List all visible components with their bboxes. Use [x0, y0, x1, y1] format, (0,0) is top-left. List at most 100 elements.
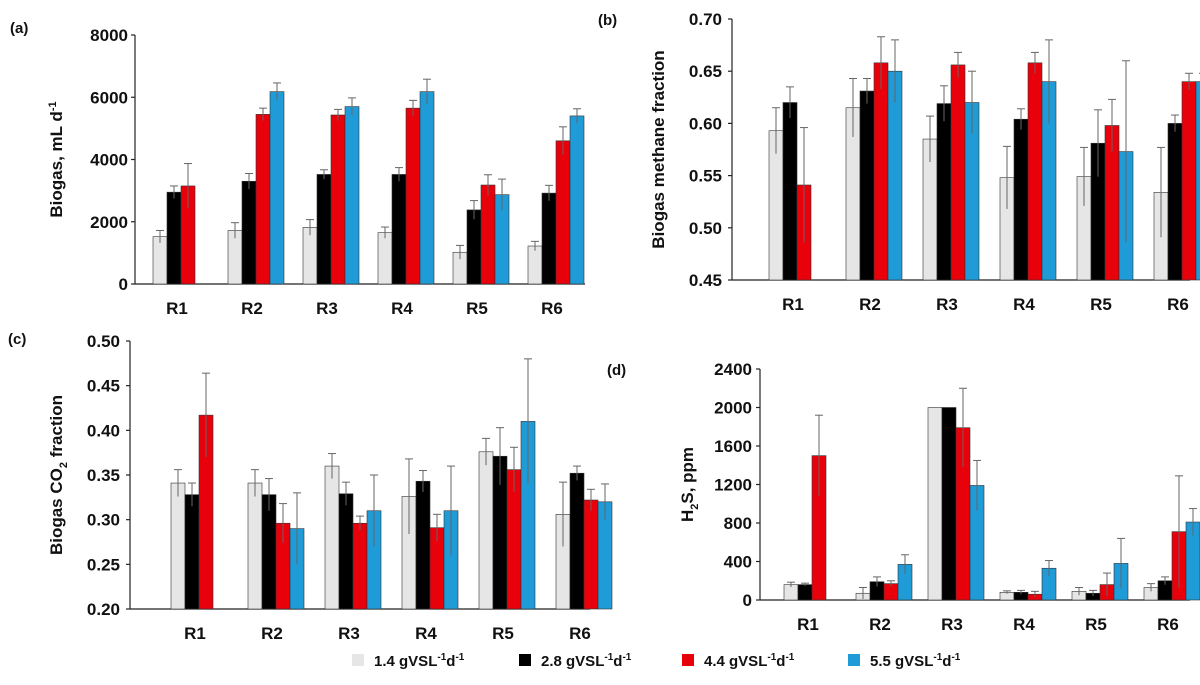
- y-tick-label: 2000: [90, 213, 128, 232]
- y-tick-label: 0.25: [87, 555, 120, 574]
- bar-R3-s0: [302, 227, 318, 285]
- y-tick-label: 0.20: [87, 600, 120, 619]
- bar-R2-s1: [859, 90, 875, 281]
- bar-R2-s0: [247, 482, 263, 610]
- x-tick-label-R4: R4: [1013, 295, 1035, 314]
- legend: 1.4 gVSL-1d-1 2.8 gVSL-1d-1 4.4 gVSL-1d-1 5…: [352, 652, 961, 670]
- x-tick-label-R3: R3: [941, 615, 963, 634]
- legend-item-0: 1.4 gVSL-1d-1: [352, 652, 465, 670]
- y-tick-label: 0.55: [689, 167, 722, 186]
- bar-R3-s0: [324, 465, 340, 610]
- panel-label: (b): [598, 12, 617, 29]
- x-tick-label-R3: R3: [936, 295, 958, 314]
- bar-R6-s3: [1195, 81, 1200, 281]
- bar-R4-s0: [377, 232, 393, 285]
- legend-item-3: 5.5 gVSL-1d-1: [848, 652, 961, 670]
- x-tick-label-R5: R5: [492, 624, 514, 643]
- chart-panel-2: (c) 0.20 0.25 0.30 0.35 0.40 0.45 0.50 Biogas CO…: [8, 331, 613, 643]
- bar-R1-s1: [797, 584, 813, 601]
- x-tick-label-R3: R3: [338, 624, 360, 643]
- x-tick-label-R4: R4: [1013, 615, 1035, 634]
- x-tick-label-R6: R6: [1167, 295, 1189, 314]
- x-tick-label-R5: R5: [1085, 615, 1107, 634]
- bar-R6-s2: [583, 499, 599, 610]
- chart-panel-1: (b) 0.45 0.50 0.55 0.60 0.65 0.70 Biogas methan…: [598, 10, 1200, 314]
- y-axis-title: Biogas methane fraction: [649, 50, 668, 248]
- legend-label: 5.5 gVSL-1d-1: [870, 652, 961, 670]
- bar-R4-s2: [405, 107, 421, 285]
- y-tick-label: 4000: [90, 151, 128, 170]
- bar-R6-s2: [1181, 81, 1197, 281]
- bar-R3-s1: [936, 103, 952, 281]
- bar-R1-s1: [782, 102, 798, 281]
- bar-R5-s1: [466, 209, 482, 285]
- bar-R2-s1: [241, 180, 257, 285]
- x-tick-label-R5: R5: [1090, 295, 1112, 314]
- y-tick-label: 0.60: [689, 114, 722, 133]
- bar-R1-s1: [166, 191, 182, 285]
- bar-R6-s1: [541, 192, 557, 285]
- y-tick-label: 0.30: [87, 511, 120, 530]
- bar-R3-s0: [927, 407, 943, 601]
- x-tick-label-R4: R4: [391, 299, 413, 318]
- y-tick-label: 1600: [714, 437, 752, 456]
- y-tick-label: 0.40: [87, 421, 120, 440]
- legend-swatch: [352, 654, 364, 666]
- bar-R5-s0: [478, 451, 494, 610]
- y-tick-label: 0.35: [87, 466, 120, 485]
- x-tick-label-R2: R2: [261, 624, 283, 643]
- x-tick-label-R6: R6: [1157, 615, 1179, 634]
- y-axis-title: Biogas, mL d-1: [47, 101, 66, 217]
- legend-item-1: 2.8 gVSL-1d-1: [519, 652, 632, 670]
- bar-R3-s3: [344, 106, 360, 285]
- bar-R2-s1: [261, 494, 277, 610]
- bar-R4-s2: [1027, 62, 1043, 281]
- x-tick-label-R1: R1: [797, 615, 819, 634]
- x-tick-label-R2: R2: [241, 299, 263, 318]
- y-tick-label: 0.70: [689, 10, 722, 29]
- bar-R1-s1: [184, 494, 200, 610]
- y-tick-label: 0: [743, 591, 752, 610]
- y-tick-label: 0.45: [87, 377, 120, 396]
- bar-R6-s1: [569, 472, 585, 610]
- y-tick-label: 0.50: [87, 332, 120, 351]
- legend-swatch: [519, 654, 531, 666]
- y-tick-label: 6000: [90, 88, 128, 107]
- x-tick-label-R6: R6: [569, 624, 591, 643]
- x-tick-label-R1: R1: [782, 295, 804, 314]
- bar-R3-s1: [941, 407, 957, 601]
- y-tick-label: 1200: [714, 476, 752, 495]
- bar-R1-s0: [152, 236, 168, 285]
- bar-R4-s1: [1013, 118, 1029, 281]
- y-tick-label: 0.45: [689, 271, 722, 290]
- x-tick-label-R2: R2: [869, 615, 891, 634]
- chart-panel-3: (d) 0 400 800 1200 1600 2000 2400 H2S, ppm R1 R2 R3…: [607, 360, 1200, 634]
- x-tick-label-R4: R4: [415, 624, 437, 643]
- x-tick-label-R3: R3: [316, 299, 338, 318]
- y-tick-label: 800: [724, 514, 752, 533]
- legend-label: 1.4 gVSL-1d-1: [374, 652, 465, 670]
- x-tick-label-R1: R1: [184, 624, 206, 643]
- bar-R6-s3: [569, 115, 585, 285]
- bar-R3-s2: [352, 522, 368, 610]
- bar-R4-s1: [415, 480, 431, 610]
- legend-swatch: [848, 654, 860, 666]
- bar-R4-s1: [391, 174, 407, 285]
- x-tick-label-R6: R6: [541, 299, 563, 318]
- bar-R3-s1: [316, 174, 332, 285]
- y-axis-title: Biogas CO2 fraction: [47, 395, 70, 555]
- bar-R3-s2: [950, 64, 966, 281]
- y-tick-label: 0.65: [689, 62, 722, 81]
- legend-swatch: [682, 654, 694, 666]
- x-tick-label-R5: R5: [466, 299, 488, 318]
- bar-R2-s3: [269, 91, 285, 285]
- bar-R2-s2: [255, 114, 271, 285]
- bar-R5-s2: [480, 184, 496, 285]
- y-tick-label: 0.50: [689, 219, 722, 238]
- x-tick-label-R2: R2: [859, 295, 881, 314]
- y-tick-label: 2400: [714, 360, 752, 379]
- y-tick-label: 2000: [714, 399, 752, 418]
- panel-label: (d): [607, 362, 626, 379]
- y-tick-label: 400: [724, 553, 752, 572]
- legend-label: 4.4 gVSL-1d-1: [704, 652, 795, 670]
